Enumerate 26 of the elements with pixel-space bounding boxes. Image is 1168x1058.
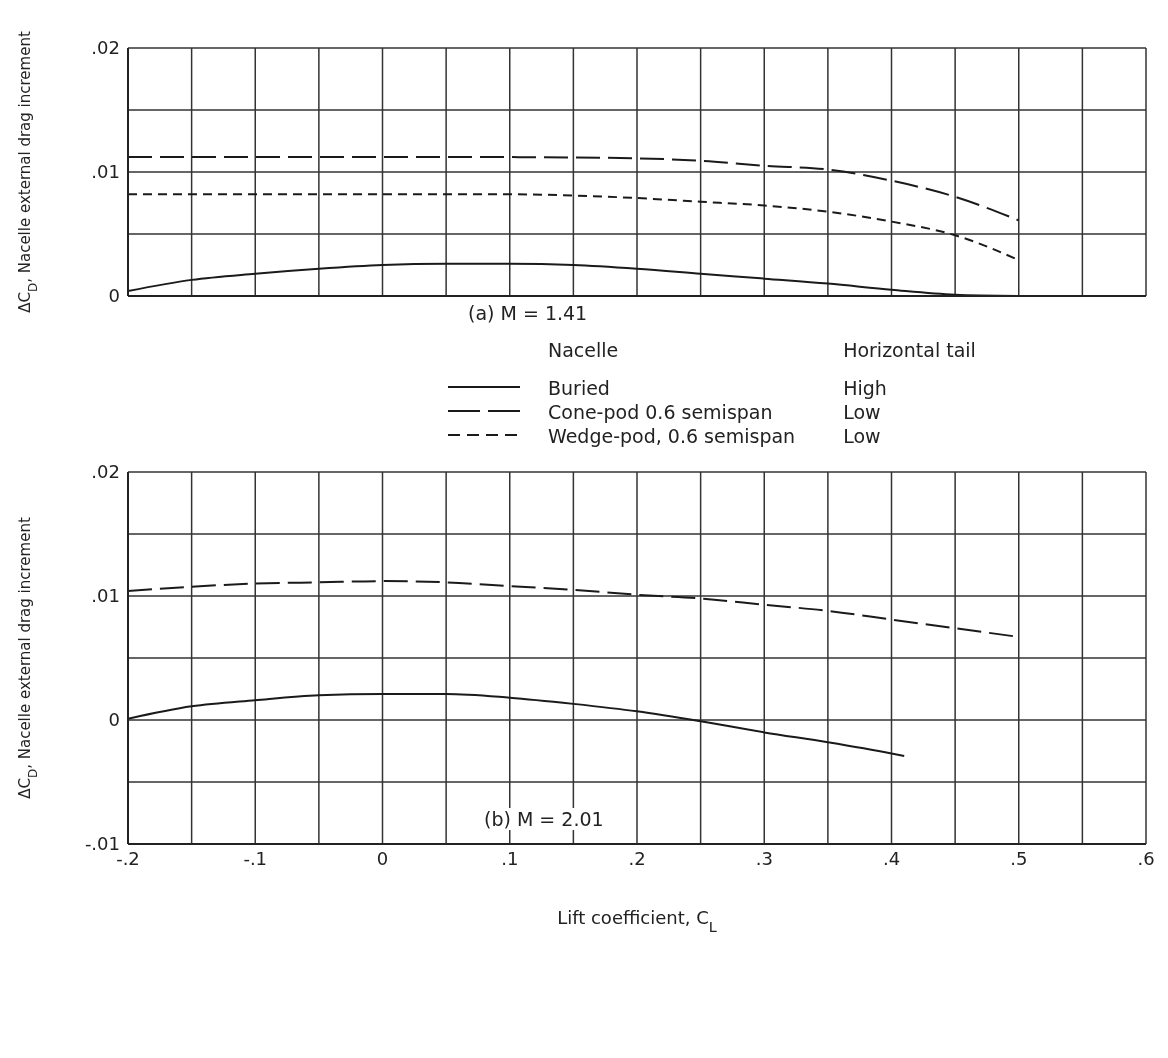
y-tick-label: 0 — [108, 709, 120, 731]
x-tick-label: .1 — [501, 847, 519, 869]
text: Low — [843, 401, 881, 423]
x-axis-title: Lift coefficient, C$_{L}$ — [557, 907, 717, 935]
text: Horizontal tail — [843, 339, 976, 361]
y-tick-label: .02 — [91, 37, 120, 59]
y-tick-label: .01 — [91, 161, 120, 183]
x-tick-label: .2 — [628, 847, 646, 869]
x-tick-label: -.1 — [243, 847, 268, 869]
y-tick-label: .02 — [91, 461, 120, 483]
legend-label: Cone-pod 0.6 semispan — [548, 401, 773, 423]
y-tick-label: 0 — [108, 285, 120, 307]
y-tick-label: -.01 — [84, 833, 120, 855]
x-tick-label: .4 — [882, 847, 901, 869]
y-tick-label: .01 — [91, 585, 120, 607]
x-tick-label: 0 — [376, 847, 389, 869]
legend-label: Wedge-pod, 0.6 semispan — [548, 425, 796, 447]
legend-title: Nacelle — [548, 339, 619, 361]
text: Low — [843, 425, 881, 447]
text: (b) M = 2.01 — [484, 808, 604, 830]
legend-label: Buried — [548, 377, 610, 399]
text: High — [843, 377, 887, 399]
x-tick-label: .5 — [1010, 847, 1028, 869]
x-tick-label: .6 — [1137, 847, 1155, 869]
x-tick-label: .3 — [755, 847, 773, 869]
text: (a) M = 1.41 — [468, 302, 588, 324]
